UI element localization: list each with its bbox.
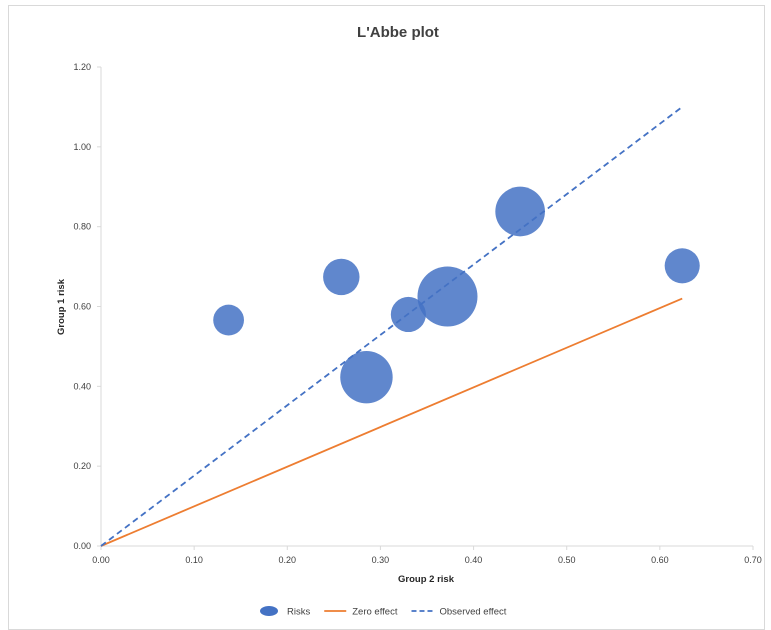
risk-bubble (390, 296, 426, 333)
legend-label-zero-effect: Zero effect (352, 607, 398, 618)
y-tick-label: 1.20 (73, 62, 91, 72)
x-tick-label: 0.00 (92, 555, 110, 565)
y-tick-label: 0.40 (73, 381, 91, 391)
x-tick-label: 0.60 (651, 555, 669, 565)
x-tick-label: 0.70 (744, 555, 762, 565)
chart-title: L'Abbe plot (357, 24, 439, 41)
observed-effect-line (100, 106, 683, 547)
zero-effect-line (100, 297, 683, 547)
plot-area (100, 106, 700, 547)
x-tick-label: 0.30 (372, 555, 390, 565)
x-tick-label: 0.20 (279, 555, 297, 565)
y-tick-label: 0.20 (73, 461, 91, 471)
x-axis-title: Group 2 risk (398, 574, 455, 585)
legend-label-risks: Risks (287, 607, 310, 618)
risk-bubble (323, 258, 360, 296)
legend-label-observed-effect: Observed effect (439, 607, 506, 618)
risk-bubble (340, 350, 393, 404)
x-tick-label: 0.50 (558, 555, 576, 565)
legend-swatch-risks (260, 606, 278, 616)
x-tick-label: 0.40 (465, 555, 483, 565)
legend: Risks Zero effect Observed effect (260, 606, 507, 618)
risk-bubble (213, 304, 244, 336)
y-tick-label: 0.60 (73, 302, 91, 312)
y-axis-title: Group 1 risk (56, 278, 67, 335)
y-tick-label: 1.00 (73, 142, 91, 152)
y-tick-label: 0.00 (73, 541, 91, 551)
x-tick-label: 0.10 (185, 555, 203, 565)
y-tick-label: 0.80 (73, 222, 91, 232)
risk-bubble (495, 186, 545, 237)
risk-bubble (664, 248, 700, 284)
risk-bubble (417, 266, 478, 327)
axes: 0.00 0.10 0.20 0.30 0.40 0.50 0.60 0.70 0.00 0.20… (73, 62, 761, 565)
